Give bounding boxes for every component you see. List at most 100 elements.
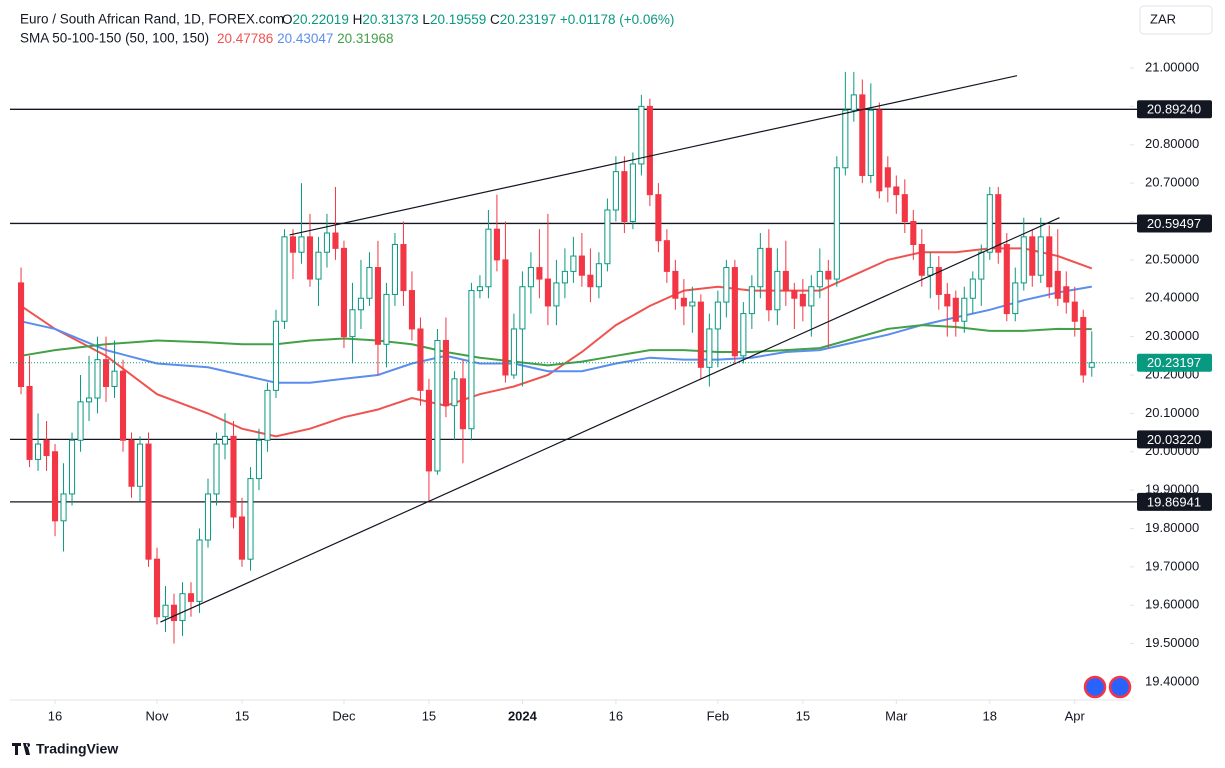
x-tick-label: Nov (145, 708, 169, 723)
candle-body (77, 401, 84, 441)
ohlc-label: H (353, 12, 363, 27)
candle-body (1080, 316, 1087, 376)
candle-body (221, 435, 229, 445)
candle-body (26, 386, 33, 460)
candle-body (952, 297, 959, 322)
candle-body (663, 240, 670, 272)
candle (816, 248, 823, 299)
candle-body (969, 278, 976, 299)
candle-body (357, 297, 365, 311)
candle-body (578, 255, 585, 276)
x-tick-label: 16 (48, 708, 62, 723)
candle-body (179, 593, 186, 622)
candle (1046, 225, 1053, 299)
candle (451, 371, 458, 441)
icon[interactable] (1083, 675, 1107, 699)
candle-body (816, 270, 823, 288)
candle (247, 467, 254, 571)
candle-body (349, 309, 356, 338)
candle (544, 213, 551, 326)
candle (833, 156, 840, 287)
candle (272, 309, 280, 399)
candle (102, 336, 110, 402)
candle (595, 252, 602, 299)
candle (969, 271, 976, 314)
x-tick-label: 2024 (508, 708, 538, 723)
level-label-box (1137, 492, 1212, 511)
y-tick-label: 19.40000 (1145, 673, 1199, 688)
candle-body (51, 451, 59, 522)
candle-body (527, 267, 534, 288)
candle (34, 413, 42, 471)
candle (425, 378, 432, 502)
level-label-box (1137, 100, 1212, 119)
candle-body (544, 278, 551, 307)
candle (825, 259, 832, 349)
candle (723, 259, 730, 318)
candle-body (570, 255, 577, 272)
candle (893, 175, 900, 214)
candle (366, 252, 373, 306)
candle (119, 359, 127, 452)
icon[interactable] (1108, 675, 1132, 699)
candle (94, 336, 101, 414)
level-label: 20.03220 (1147, 432, 1201, 447)
candle (281, 229, 288, 329)
candle (808, 275, 815, 337)
candle-body (893, 186, 900, 196)
ohlc-value: 20.19559 (430, 12, 486, 27)
candle-body (808, 286, 815, 307)
candle-body (485, 228, 492, 288)
candle (349, 282, 356, 364)
logo-icon (12, 743, 31, 755)
chart-title: Euro / South African Rand, 1D, FOREX.com (20, 12, 284, 27)
candle (145, 432, 152, 567)
candle (221, 413, 229, 460)
candle (672, 259, 679, 310)
candle-body (995, 194, 1002, 253)
candle-body (697, 301, 704, 368)
candle (68, 432, 76, 506)
candle (1037, 217, 1044, 283)
candle-body (196, 539, 203, 602)
candle (1020, 217, 1027, 291)
currency-box[interactable] (1139, 5, 1213, 35)
candle-body (315, 251, 322, 280)
currency[interactable]: ZAR (1150, 11, 1176, 26)
candle-body (587, 274, 594, 288)
candle (706, 313, 713, 387)
y-tick-label: 20.30000 (1145, 328, 1199, 343)
candle (918, 229, 925, 287)
candle-body (102, 359, 110, 388)
candle (553, 259, 560, 326)
candle-body (476, 286, 483, 292)
candle-body (850, 94, 857, 111)
candle (60, 463, 67, 552)
candle-body (60, 493, 67, 522)
candle (485, 209, 492, 299)
sma-value: 20.43047 (277, 31, 333, 46)
candle (867, 83, 874, 184)
y-tick-label: 19.90000 (1145, 482, 1199, 497)
candle (638, 94, 645, 176)
candle (434, 328, 441, 475)
candle (77, 374, 84, 452)
candle-body (281, 236, 288, 322)
last-price-box (1137, 353, 1212, 372)
scroll-icons[interactable] (1083, 675, 1132, 699)
candle (128, 432, 135, 498)
candle (43, 421, 50, 471)
sma-value: 20.31968 (337, 31, 393, 46)
candle (153, 547, 161, 625)
candle-body (978, 251, 985, 280)
x-tick-label: 15 (796, 708, 810, 723)
ohlc-label: O (282, 12, 293, 27)
candle (459, 359, 466, 464)
y-tick-label: 20.50000 (1145, 251, 1199, 266)
candle-body (519, 286, 526, 330)
candle-body (187, 593, 195, 602)
ohlc-value: 20.22019 (293, 12, 349, 27)
candle (162, 586, 169, 633)
candle-body (706, 328, 713, 368)
candle-body (264, 389, 271, 441)
